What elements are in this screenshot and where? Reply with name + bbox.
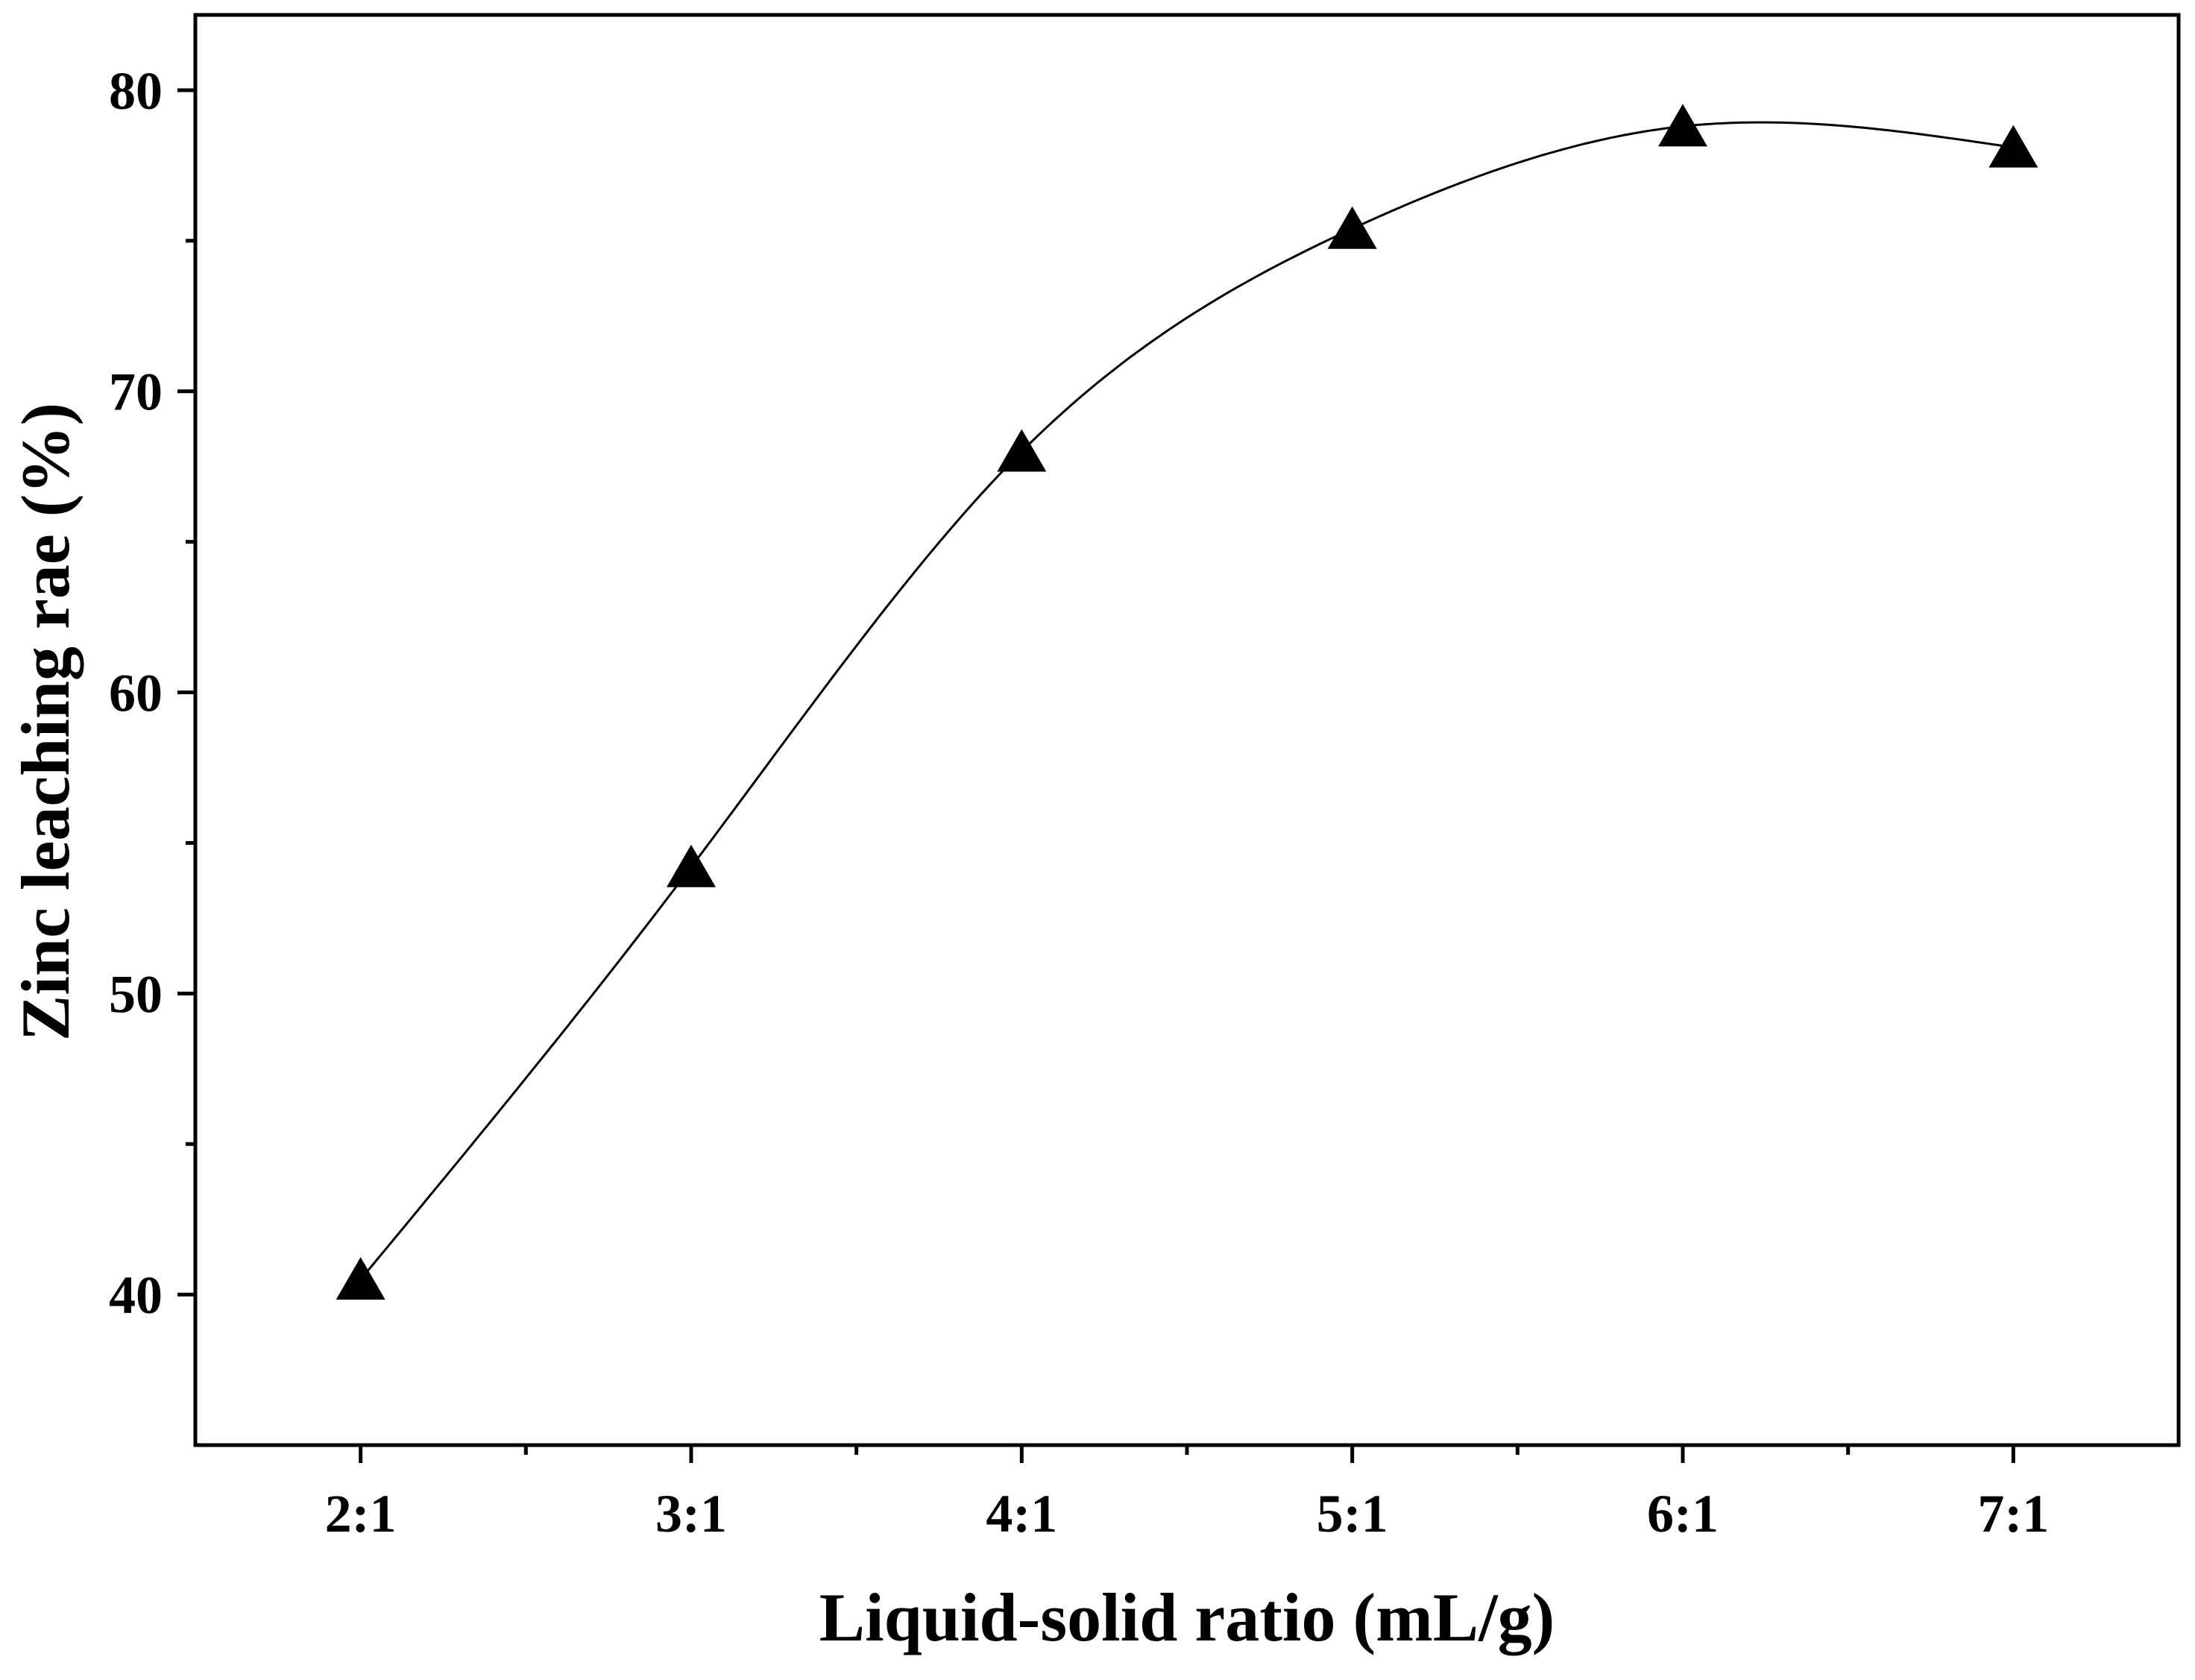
data-points	[336, 104, 2038, 1300]
x-tick-label: 6:1	[1647, 1484, 1719, 1544]
data-point-triangle	[1658, 104, 1707, 147]
x-axis-title: Liquid-solid ratio (mL/g)	[819, 1579, 1555, 1655]
x-axis: 2:1 3:1 4:1 5:1 6:1 7:1	[325, 1445, 2049, 1544]
fit-curve	[359, 121, 2014, 1280]
y-tick-label: 40	[109, 1265, 163, 1325]
y-tick-label: 50	[109, 964, 163, 1024]
data-point-triangle	[336, 1256, 385, 1300]
y-tick-label: 80	[109, 61, 163, 121]
plot-frame	[193, 13, 2181, 1447]
y-axis: 40 50 60 70 80	[109, 61, 195, 1325]
x-tick-label: 2:1	[325, 1484, 397, 1544]
x-tick-label: 5:1	[1317, 1484, 1388, 1544]
y-tick-label: 60	[109, 664, 163, 723]
y-tick-label: 70	[109, 362, 163, 422]
data-point-triangle	[667, 844, 716, 887]
x-tick-label: 3:1	[655, 1484, 727, 1544]
x-tick-label: 7:1	[1977, 1484, 2049, 1544]
plot-area	[193, 13, 2181, 1447]
data-point-triangle	[997, 429, 1047, 472]
fit-curve-line	[359, 121, 2014, 1280]
x-tick-label: 4:1	[986, 1484, 1057, 1544]
data-point-triangle	[1327, 206, 1377, 249]
data-point-triangle	[1988, 125, 2038, 168]
y-axis-title: Zinc leaching rae (%)	[7, 403, 84, 1041]
